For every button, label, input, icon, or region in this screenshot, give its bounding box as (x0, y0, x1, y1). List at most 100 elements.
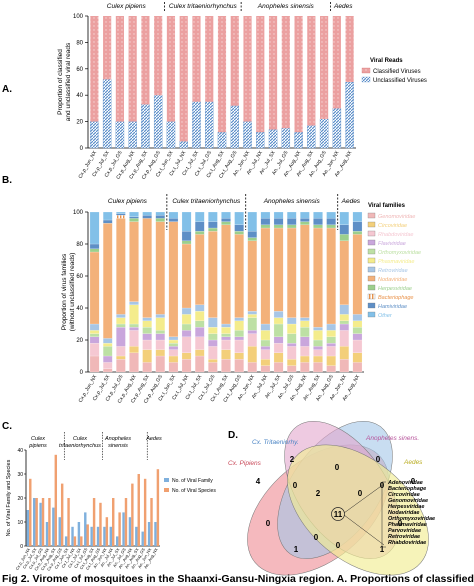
bar-viral-family (84, 512, 87, 546)
bar-segment-other (234, 211, 244, 225)
panel-label-c: C. (2, 421, 12, 432)
bar-segment-retroviridae (181, 307, 192, 315)
bar-viral-species (54, 454, 58, 546)
bar-classified (128, 16, 137, 122)
bar-segment-hamiviridae (287, 218, 297, 225)
bar-segment-orthomyxoviridae (352, 327, 363, 334)
bar-segment-flaviviridae (168, 346, 179, 350)
bar-classified (179, 16, 188, 142)
y-tick-label: 20 (76, 120, 83, 126)
bar-segment-genomoviridae (116, 359, 126, 373)
bar-viral-species (156, 469, 160, 546)
bar-segment-circoviridae (287, 359, 297, 366)
y-axis-label: Proportion of classified (57, 49, 64, 115)
legend-swatch-classified (361, 67, 371, 74)
bar-segment-genomoviridae (287, 365, 297, 373)
y-axis-label: and unclassified viral reads (65, 42, 72, 121)
venn-count: 0 (336, 541, 341, 550)
legend-swatch-family (164, 478, 169, 482)
bar-segment-herpesviridae (208, 227, 218, 232)
bar-segment-nodaviridae (129, 221, 139, 302)
bar-segment-other (181, 211, 192, 232)
bar-viral-species (73, 536, 77, 546)
bar-segment-flaviviridae (142, 333, 152, 341)
bar-viral-family (109, 526, 113, 546)
bar-viral-family (115, 536, 119, 546)
group-label: Aedes (333, 3, 353, 10)
bar-viral-family (33, 498, 36, 546)
bar-segment-other (300, 211, 310, 219)
bar-segment-herpesviridae (352, 231, 363, 235)
bar-segment-genomoviridae (273, 362, 284, 373)
bar-segment-rhabdoviridae (195, 336, 205, 350)
bar-viral-family (90, 526, 93, 546)
bar-segment-herpesviridae (195, 231, 205, 235)
bar-segment-other (116, 211, 126, 214)
bar-segment-nodaviridae (352, 234, 363, 315)
bar-classified (141, 16, 150, 105)
bar-segment-nodaviridae (260, 227, 271, 325)
legend-label: Genomoviridae (378, 214, 415, 220)
bar-segment-rhabdoviridae (247, 333, 257, 347)
bar-viral-family (122, 512, 125, 546)
bar-unclassified (345, 81, 354, 149)
venn-count: 11 (334, 510, 343, 519)
bar-segment-phasmaviridae (195, 311, 205, 321)
bar-segment-other (89, 211, 100, 245)
bar-segment-hamiviridae (208, 221, 218, 229)
bar-classified (217, 16, 227, 133)
legend-label: Bacteriophage (378, 295, 413, 301)
bar-segment-rhabdoviridae (352, 339, 363, 353)
bar-segment-flaviviridae (313, 346, 323, 350)
bar-segment-circoviridae (168, 355, 179, 363)
bar-segment-hamiviridae (300, 218, 310, 222)
y-tick-label: 60 (76, 274, 83, 280)
bar-unclassified (128, 121, 137, 149)
bar-segment-nodaviridae (181, 243, 192, 309)
bar-viral-family (128, 517, 132, 546)
bar-viral-species (80, 536, 83, 546)
bar-segment-retroviridae (247, 311, 257, 315)
group-label: Aedes (341, 198, 361, 205)
group-label: Culex tritaeniorhynchus (169, 3, 238, 10)
bar-segment-hamiviridae (195, 221, 205, 232)
bar-segment-phasmaviridae (260, 330, 271, 341)
group-label: Culex tritaeniorhynchus (172, 198, 241, 205)
bar-segment-herpesviridae (247, 237, 257, 241)
bar-classified (103, 16, 112, 80)
legend-swatch-species (164, 488, 169, 492)
legend-label: Unclassified Viruses (373, 78, 427, 84)
bar-segment-other (247, 211, 257, 232)
bar-segment-rhabdoviridae (208, 346, 218, 360)
bar-segment-retroviridae (313, 327, 323, 331)
bar-classified (90, 16, 99, 122)
bar-segment-genomoviridae (103, 368, 113, 373)
group-label: tritaeniorhynchus (59, 443, 101, 449)
bar-segment-genomoviridae (339, 359, 349, 373)
bar-viral-family (135, 526, 138, 546)
bar-segment-hamiviridae (247, 231, 257, 238)
legend-swatch (367, 266, 376, 273)
bar-segment-hamiviridae (352, 221, 363, 232)
legend-swatch (367, 230, 376, 237)
bar-unclassified (256, 132, 265, 149)
bar-segment-other (313, 211, 323, 219)
legend-label: Herpesviridae (378, 286, 412, 292)
bar-segment-phasmaviridae (326, 330, 336, 337)
legend-label: Rhabdoviridae (378, 232, 413, 238)
legend-label: Orthomyxoviridae (378, 250, 421, 256)
venn-family-label: Rhabdoviridae (388, 540, 426, 546)
bar-segment-phasmaviridae (129, 304, 139, 325)
bar-segment-herpesviridae (313, 224, 323, 229)
venn-family-label: Genomoviridae (388, 498, 428, 504)
bar-viral-family (96, 526, 100, 546)
bar-segment-nodaviridae (103, 223, 113, 339)
venn-family-label: Herpesviridae (388, 504, 424, 510)
bar-viral-family (52, 507, 55, 546)
legend-label: Circoviridae (378, 223, 407, 229)
bar-segment-hamiviridae (103, 219, 113, 224)
bar-segment-circoviridae (116, 355, 126, 360)
bar-segment-other (208, 211, 218, 222)
bar-segment-flaviviridae (287, 343, 297, 347)
bar-segment-rhabdoviridae (142, 339, 152, 350)
